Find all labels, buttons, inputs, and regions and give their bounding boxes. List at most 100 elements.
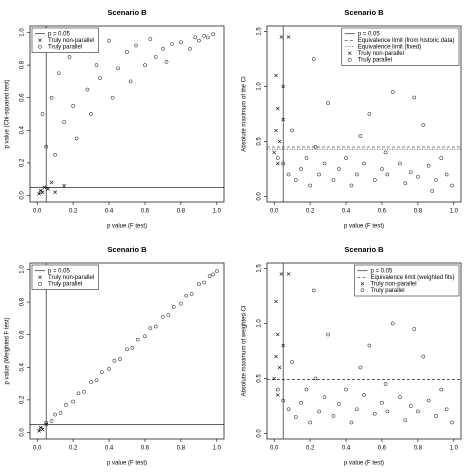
point <box>110 95 115 100</box>
point <box>274 354 278 359</box>
point <box>128 79 133 84</box>
legend-box <box>31 27 99 53</box>
point <box>279 272 284 276</box>
point <box>390 321 395 326</box>
point <box>76 391 81 396</box>
point <box>277 365 282 370</box>
point <box>272 150 276 155</box>
legend-box <box>354 264 460 297</box>
y-tick-label: 0.0 <box>20 428 26 437</box>
x-axis-label: p value (F test) <box>107 224 147 230</box>
x-tick-label: 0.6 <box>378 209 387 215</box>
y-tick-label: 0.4 <box>20 362 26 371</box>
point <box>354 407 359 412</box>
point <box>337 167 341 171</box>
point <box>53 190 57 195</box>
point <box>281 398 286 403</box>
legend-label: Truly non-parallel <box>370 281 416 287</box>
point <box>416 174 420 179</box>
legend-swatch <box>38 281 42 286</box>
point <box>337 401 341 406</box>
point <box>74 136 79 141</box>
x-tick-label: 0.6 <box>141 446 150 452</box>
point <box>358 365 363 370</box>
plot-frame <box>29 262 225 440</box>
point <box>313 145 318 149</box>
point <box>89 112 93 116</box>
point <box>430 189 435 193</box>
y-tick-label: 0.2 <box>20 395 26 404</box>
point <box>421 123 426 127</box>
point <box>275 106 280 111</box>
x-tick-label: 1.0 <box>213 209 222 215</box>
point <box>349 183 354 188</box>
point <box>408 404 413 408</box>
point <box>398 395 402 400</box>
point <box>42 185 47 190</box>
x-axis-label: p value (F test) <box>344 224 384 230</box>
point <box>281 343 285 348</box>
point <box>274 73 278 78</box>
point <box>207 274 212 278</box>
point <box>58 411 63 415</box>
x-tick-label: 1.0 <box>213 446 222 452</box>
x-tick-label: 1.0 <box>450 446 459 452</box>
point <box>46 187 50 191</box>
point <box>135 337 140 342</box>
point <box>358 134 363 138</box>
chart-title: Scenario B <box>107 8 147 17</box>
point <box>385 409 390 414</box>
point <box>38 427 43 432</box>
legend-box <box>341 27 460 66</box>
point <box>94 378 99 383</box>
x-tick-label: 0.2 <box>69 446 78 452</box>
point <box>49 95 54 100</box>
legend-swatch <box>38 44 42 49</box>
point <box>98 76 102 80</box>
y-tick-label: 0.0 <box>257 192 263 201</box>
point <box>107 367 111 371</box>
point <box>426 398 431 403</box>
point <box>189 292 194 296</box>
point <box>44 144 49 149</box>
point <box>403 181 408 186</box>
y-axis-label: p value (Chi-squared test) <box>5 79 11 148</box>
point <box>107 38 111 43</box>
point <box>40 112 45 116</box>
point <box>125 50 129 54</box>
y-axis-label: Absolute maximum of the CI <box>242 76 248 152</box>
x-tick-label: 1.0 <box>450 209 459 215</box>
point <box>344 387 348 392</box>
y-tick-label: 0.5 <box>257 374 263 383</box>
point <box>398 161 402 166</box>
point <box>322 395 327 400</box>
point <box>49 180 54 185</box>
point <box>170 42 174 46</box>
y-tick-label: 0.0 <box>257 429 263 438</box>
point <box>286 407 291 412</box>
legend-swatch <box>360 288 365 293</box>
point <box>112 358 117 363</box>
point <box>313 376 318 381</box>
x-tick-label: 0.2 <box>306 446 315 452</box>
point <box>62 183 66 188</box>
point <box>184 293 189 298</box>
point <box>202 280 207 285</box>
point <box>444 407 449 412</box>
point <box>211 272 216 277</box>
point <box>326 332 330 337</box>
point <box>275 161 280 166</box>
point <box>322 161 327 166</box>
legend-label: Truly parallel <box>370 288 404 294</box>
point <box>403 418 408 423</box>
point <box>161 46 165 51</box>
point <box>100 370 104 375</box>
point <box>308 183 312 188</box>
point <box>188 46 192 51</box>
point <box>130 345 135 350</box>
point <box>304 156 309 160</box>
point <box>408 170 413 175</box>
point <box>299 400 303 405</box>
